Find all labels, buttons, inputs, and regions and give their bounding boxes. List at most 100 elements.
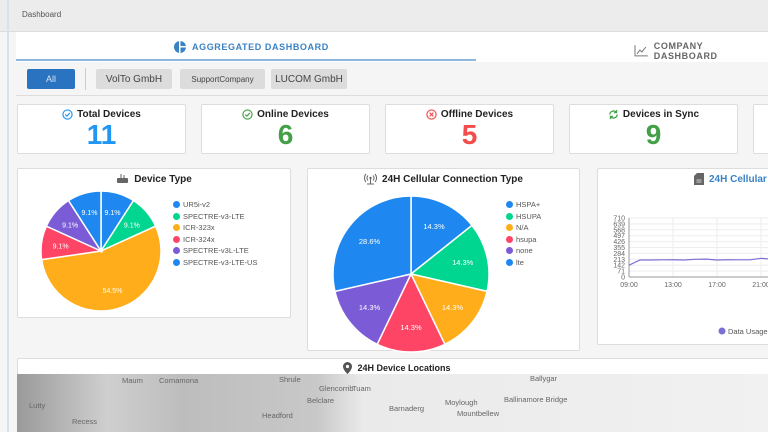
- y-tick-label: 284: [613, 251, 625, 258]
- card-devices-in-sync: Devices in Sync 9: [569, 104, 738, 154]
- y-tick-label: 355: [613, 245, 625, 252]
- legend-item[interactable]: ICR-324x: [173, 234, 257, 246]
- legend-swatch: [173, 224, 180, 232]
- legend-item[interactable]: SPECTRE-v3L-LTE: [173, 245, 257, 257]
- pie-slice: [40, 225, 162, 312]
- x-tick-label: 21:00: [752, 282, 768, 289]
- device-type-legend: UR5i-v2 SPECTRE-v3-LTE ICR-323x ICR-324x SPE…: [173, 199, 257, 268]
- slice-label: 14.3%: [452, 258, 474, 267]
- cellular-usage-panel: 24H Cellular 0 71 142 213 284 355 426 497 568 639…: [597, 168, 768, 345]
- legend-item[interactable]: SPECTRE-v3-LTE-US: [173, 257, 257, 269]
- line-chart-icon: [634, 45, 648, 57]
- data-usage-line: [628, 257, 768, 266]
- router-icon: [117, 174, 129, 183]
- panel-title: 24H Device Locations: [357, 363, 451, 373]
- pie-chart-icon: [174, 41, 186, 53]
- x-tick-label: 13:00: [664, 282, 682, 289]
- card-online-devices: Online Devices 6: [201, 104, 370, 154]
- cellular-type-panel: 24H Cellular Connection Type 14.3% 14.3% 1…: [307, 168, 580, 353]
- legend-label: ICR-324x: [183, 234, 215, 244]
- slice-label: 14.3%: [423, 222, 445, 231]
- map-place-label: Tuam: [352, 384, 371, 393]
- legend-swatch: [506, 235, 513, 243]
- slice-label: 14.3%: [442, 303, 464, 312]
- legend-label: SPECTRE-v3-LTE-US: [183, 257, 258, 267]
- slice-label: 9.1%: [62, 222, 78, 229]
- card-offline-devices: Offline Devices 5: [385, 104, 554, 154]
- legend-label: SPECTRE-v3L-LTE: [183, 246, 249, 255]
- panel-title: Device Type: [134, 173, 192, 185]
- legend-item[interactable]: UR5i-v2: [173, 199, 257, 211]
- check-circle-icon: [62, 109, 73, 120]
- filter-supportcompany-button[interactable]: SupportCompany: [180, 69, 265, 89]
- pie-slice: [409, 224, 490, 293]
- legend-label: HSPA+: [516, 200, 541, 209]
- filter-volto-button[interactable]: VolTo GmbH: [96, 69, 172, 89]
- filter-all-button[interactable]: All: [27, 69, 75, 89]
- card-title: Online Devices: [257, 109, 329, 120]
- legend-swatch: [173, 212, 180, 220]
- sim-card-icon: [694, 173, 704, 185]
- legend-label: hsupa: [516, 234, 537, 244]
- slice-label: 54.5%: [103, 288, 123, 295]
- legend-swatch: [506, 224, 513, 232]
- map-place-label: Recess: [72, 417, 98, 426]
- legend-label: HSUPA: [516, 211, 542, 221]
- tab-label: AGGREGATED DASHBOARD: [192, 42, 329, 52]
- tab-bar: [16, 32, 768, 62]
- slice-label: 9.1%: [82, 210, 98, 217]
- sidebar-edge: [7, 0, 9, 432]
- legend-item[interactable]: none: [506, 245, 541, 257]
- legend-item[interactable]: lte: [506, 257, 541, 269]
- card-value: 5: [461, 119, 478, 150]
- check-circle-icon: [242, 109, 253, 120]
- sync-icon: [609, 109, 618, 120]
- legend-item[interactable]: HSUPA: [506, 211, 541, 223]
- breadcrumb: Dashboard: [22, 10, 62, 19]
- card-value: 6: [277, 119, 294, 150]
- tab-company-dashboard[interactable]: COMPANY DASHBOARD: [634, 41, 768, 61]
- device-type-panel: Device Type 9.1% 9.1% 54.5% 9.1% 9.1% 9.1% UR…: [17, 168, 291, 318]
- cellular-type-pie: 14.3% 14.3% 14.3% 14.3% 14.3% 28.6%: [332, 195, 490, 353]
- tab-aggregated-dashboard[interactable]: AGGREGATED DASHBOARD: [174, 41, 329, 53]
- y-tick-label: 639: [613, 221, 625, 228]
- legend-label: N/A: [516, 223, 529, 232]
- y-tick-label: 426: [613, 239, 625, 246]
- y-tick-label: 0: [621, 275, 625, 282]
- legend-item[interactable]: SPECTRE-v3-LTE: [173, 211, 257, 223]
- legend-swatch: [506, 201, 513, 209]
- pie-slice: [376, 272, 446, 353]
- map-place-label: Ballinamore Bridge: [504, 395, 568, 404]
- card-total-devices: Total Devices 11: [17, 104, 186, 154]
- legend-label: SPECTRE-v3-LTE: [183, 211, 245, 221]
- pie-slice: [67, 190, 102, 254]
- legend-item[interactable]: hsupa: [506, 234, 541, 246]
- device-type-pie: 9.1%9.1%54.5%9.1%9.1%9.1%: [40, 190, 162, 312]
- legend-swatch: [173, 235, 180, 243]
- pie-slice: [332, 195, 412, 293]
- pie-slice: [409, 272, 488, 346]
- map-place-label: Headford: [262, 411, 293, 420]
- card-value: 11: [86, 119, 117, 150]
- slice-label: 28.6%: [359, 237, 381, 246]
- top-bar: [0, 0, 768, 32]
- active-tab-indicator: [16, 59, 476, 61]
- filter-lucom-button[interactable]: LUCOM GmbH: [271, 69, 347, 89]
- legend-item[interactable]: HSPA+: [506, 199, 541, 211]
- antenna-icon: [364, 173, 377, 185]
- card-title: Devices in Sync: [622, 109, 700, 120]
- legend-swatch: [506, 247, 513, 255]
- legend-swatch: [173, 201, 180, 209]
- map-place-label: Cornamona: [159, 376, 199, 385]
- legend-swatch: [506, 258, 513, 266]
- legend-label: none: [516, 246, 533, 255]
- legend-item[interactable]: ICR-323x: [173, 222, 257, 234]
- device-locations-map[interactable]: Maum Cornamona Lutty Recess Maam Cross Glenco…: [17, 374, 768, 432]
- tab-label: COMPANY DASHBOARD: [653, 41, 718, 61]
- legend-label: Data Usage: [728, 327, 768, 336]
- legend-item[interactable]: N/A: [506, 222, 541, 234]
- y-tick-label: 497: [613, 233, 625, 240]
- map-place-label: Belclare: [307, 396, 335, 405]
- y-tick-label: 710: [613, 216, 625, 223]
